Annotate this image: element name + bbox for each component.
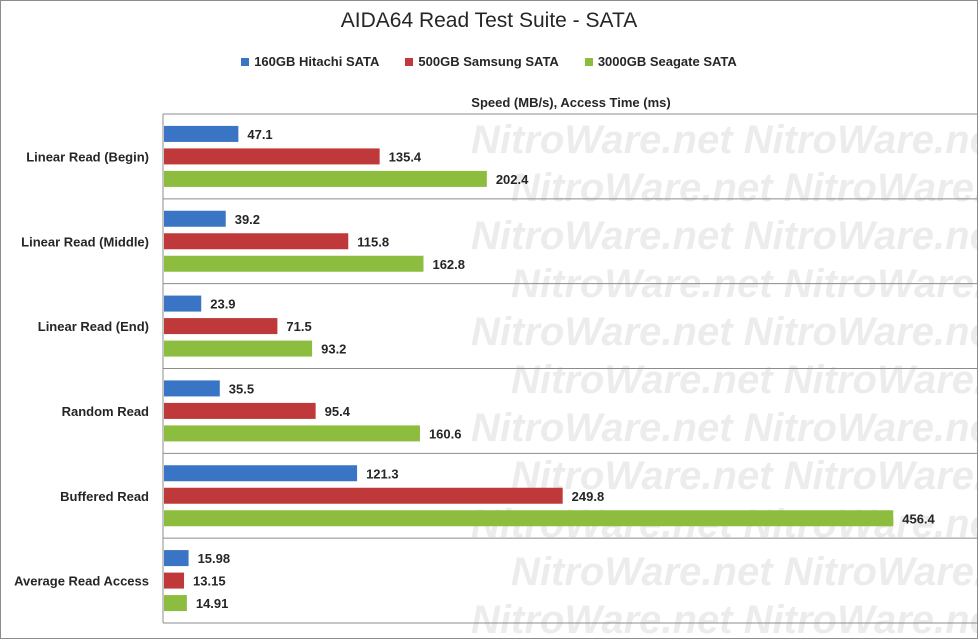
bar bbox=[164, 510, 894, 527]
legend-swatch-samsung bbox=[405, 57, 414, 66]
bar bbox=[164, 572, 185, 589]
bar bbox=[164, 380, 220, 397]
data-label: 23.9 bbox=[210, 297, 235, 312]
watermark-text: NitroWare.net NitroWare.net bbox=[471, 406, 977, 450]
bar bbox=[164, 425, 420, 442]
legend-label-samsung: 500GB Samsung SATA bbox=[418, 54, 559, 69]
data-label: 13.15 bbox=[193, 574, 226, 589]
bar bbox=[164, 595, 187, 612]
legend: 160GB Hitachi SATA 500GB Samsung SATA 30… bbox=[1, 54, 977, 69]
chart-title: AIDA64 Read Test Suite - SATA bbox=[340, 9, 638, 32]
legend-item-samsung: 500GB Samsung SATA bbox=[405, 54, 559, 69]
data-label: 39.2 bbox=[235, 212, 260, 227]
bar bbox=[164, 402, 316, 419]
watermark-text: NitroWare.net NitroWare.net bbox=[471, 598, 977, 638]
category-label: Average Read Access bbox=[14, 574, 149, 589]
data-label: 202.4 bbox=[496, 172, 529, 187]
bar bbox=[164, 550, 189, 567]
category-label: Linear Read (Middle) bbox=[21, 234, 149, 249]
legend-label-seagate: 3000GB Seagate SATA bbox=[597, 54, 737, 69]
watermark-text: NitroWare.net NitroWare.net bbox=[511, 454, 977, 498]
bar bbox=[164, 318, 278, 335]
watermark-text: NitroWare.net NitroWare.net bbox=[511, 358, 977, 402]
data-label: 71.5 bbox=[286, 319, 311, 334]
bar bbox=[164, 125, 239, 142]
bar bbox=[164, 487, 563, 504]
category-label: Linear Read (End) bbox=[38, 319, 149, 334]
watermark-text: NitroWare.net NitroWare.net bbox=[471, 214, 977, 258]
category-label: Random Read bbox=[62, 404, 149, 419]
watermark-text: NitroWare.net NitroWare.net bbox=[471, 310, 977, 354]
watermark-text: NitroWare.net NitroWare.net bbox=[511, 550, 977, 594]
data-label: 249.8 bbox=[572, 489, 605, 504]
bar bbox=[164, 255, 424, 272]
data-label: 93.2 bbox=[321, 342, 346, 357]
data-label: 35.5 bbox=[229, 381, 254, 396]
bar bbox=[164, 295, 202, 312]
data-label: 135.4 bbox=[389, 149, 422, 164]
bar bbox=[164, 340, 313, 357]
legend-swatch-seagate bbox=[584, 57, 593, 66]
legend-label-hitachi: 160GB Hitachi SATA bbox=[254, 54, 380, 69]
data-label: 160.6 bbox=[429, 426, 462, 441]
watermark-text: NitroWare.net NitroWare.net bbox=[471, 118, 977, 162]
watermark-text: NitroWare.net NitroWare.net bbox=[511, 166, 977, 210]
axis-title: Speed (MB/s), Access Time (ms) bbox=[471, 95, 671, 110]
bar bbox=[164, 170, 487, 187]
legend-item-hitachi: 160GB Hitachi SATA bbox=[241, 54, 379, 69]
category-label: Linear Read (Begin) bbox=[26, 149, 149, 164]
data-label: 47.1 bbox=[247, 127, 272, 142]
bar bbox=[164, 148, 380, 165]
data-label: 121.3 bbox=[366, 466, 399, 481]
bar bbox=[164, 233, 349, 250]
bar bbox=[164, 210, 226, 227]
data-label: 456.4 bbox=[902, 511, 935, 526]
legend-swatch-hitachi bbox=[241, 57, 250, 66]
legend-item-seagate: 3000GB Seagate SATA bbox=[584, 54, 737, 69]
category-label: Buffered Read bbox=[60, 489, 149, 504]
data-label: 95.4 bbox=[325, 404, 351, 419]
bar bbox=[164, 465, 358, 482]
data-label: 162.8 bbox=[432, 257, 465, 272]
watermark: NitroWare.net NitroWare.netNitroWare.net… bbox=[471, 118, 977, 638]
data-label: 15.98 bbox=[198, 551, 231, 566]
data-label: 115.8 bbox=[357, 234, 389, 249]
data-label: 14.91 bbox=[196, 596, 229, 611]
